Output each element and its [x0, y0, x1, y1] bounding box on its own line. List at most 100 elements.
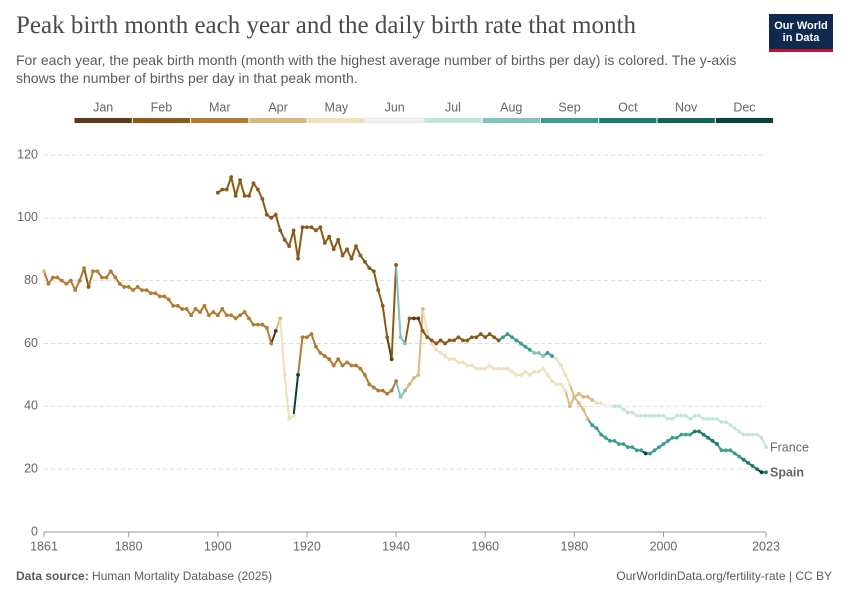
data-point	[478, 332, 483, 336]
x-tick-label: 1880	[115, 539, 143, 553]
data-point	[483, 335, 488, 340]
data-point	[260, 322, 265, 327]
data-point	[461, 360, 465, 365]
data-point	[229, 175, 234, 179]
data-point	[278, 316, 283, 321]
logo-line: in Data	[782, 32, 820, 44]
data-point	[273, 212, 278, 217]
series-label: Spain	[770, 466, 804, 480]
x-tick-label: 2023	[752, 539, 780, 553]
x-tick-label: 1960	[471, 539, 499, 553]
data-point	[536, 369, 541, 374]
data-point	[617, 404, 621, 409]
credit[interactable]: OurWorldinData.org/fertility-rate | CC B…	[616, 569, 832, 583]
data-point	[113, 275, 118, 280]
data-point	[309, 225, 314, 230]
line-segment	[292, 230, 300, 259]
data-point	[612, 438, 617, 443]
data-point	[135, 285, 140, 289]
data-point	[568, 404, 572, 409]
x-tick-label: 1980	[560, 539, 588, 553]
data-point	[313, 228, 318, 233]
data-point	[741, 432, 746, 437]
data-point	[452, 338, 456, 343]
data-point	[576, 401, 581, 406]
data-point	[233, 316, 238, 321]
data-point	[594, 426, 599, 431]
data-point	[755, 432, 759, 437]
data-point	[617, 442, 621, 446]
data-point	[456, 360, 461, 365]
legend-label: Jul	[445, 100, 461, 114]
legend-label: Dec	[733, 100, 755, 114]
data-point	[309, 332, 314, 336]
data-point	[518, 373, 523, 377]
data-point	[389, 357, 394, 362]
data-point	[746, 460, 751, 465]
line-segment	[83, 267, 90, 288]
data-point	[157, 294, 162, 299]
data-point	[59, 278, 64, 283]
data-point	[661, 442, 666, 446]
line-segment	[265, 327, 273, 344]
data-point	[380, 303, 385, 308]
data-point	[331, 363, 336, 368]
data-point	[608, 404, 612, 409]
data-point	[452, 357, 456, 362]
line-segment	[230, 176, 237, 197]
data-point	[242, 310, 247, 314]
data-point	[403, 341, 407, 346]
data-point	[634, 413, 639, 418]
data-point	[755, 467, 759, 472]
data-point	[443, 341, 448, 346]
data-point	[750, 464, 755, 468]
data-point	[394, 379, 398, 384]
data-point	[229, 313, 234, 318]
data-point	[759, 470, 764, 475]
data-point	[73, 288, 78, 292]
data-point	[666, 438, 670, 443]
data-point	[64, 281, 69, 286]
line-segment	[417, 318, 424, 332]
data-point	[256, 187, 260, 192]
data-point	[180, 307, 185, 311]
data-point	[86, 285, 91, 289]
data-point	[189, 313, 193, 318]
data-point	[385, 335, 390, 340]
data-point	[648, 413, 653, 418]
logo[interactable]: Our World in Data	[769, 14, 833, 52]
data-point	[625, 410, 630, 415]
data-point	[291, 413, 296, 418]
data-point	[296, 373, 300, 377]
data-point	[639, 413, 644, 418]
data-point	[238, 178, 242, 183]
data-point	[585, 395, 590, 399]
data-point	[215, 313, 220, 318]
data-point	[483, 366, 488, 371]
data-point	[630, 410, 635, 415]
data-point	[447, 338, 452, 343]
data-point	[264, 212, 269, 217]
y-tick-label: 20	[24, 461, 38, 475]
data-point	[723, 448, 728, 453]
data-point	[625, 445, 630, 450]
legend-label: Nov	[675, 100, 698, 114]
data-point	[202, 303, 207, 308]
data-point	[572, 395, 577, 399]
data-point	[666, 417, 670, 421]
x-tick-label: 2000	[650, 539, 678, 553]
data-point	[340, 253, 345, 258]
data-point	[336, 357, 341, 362]
x-tick-label: 1861	[30, 539, 58, 553]
data-point	[331, 247, 336, 252]
data-point	[634, 448, 639, 453]
data-point	[327, 357, 332, 362]
data-point	[510, 369, 514, 374]
source-label: Data source:	[16, 569, 89, 583]
data-point	[108, 269, 113, 274]
series-label: France	[770, 440, 809, 454]
data-point	[273, 329, 278, 333]
data-point	[425, 335, 430, 340]
y-tick-label: 120	[17, 147, 38, 161]
y-tick-label: 60	[24, 336, 38, 350]
